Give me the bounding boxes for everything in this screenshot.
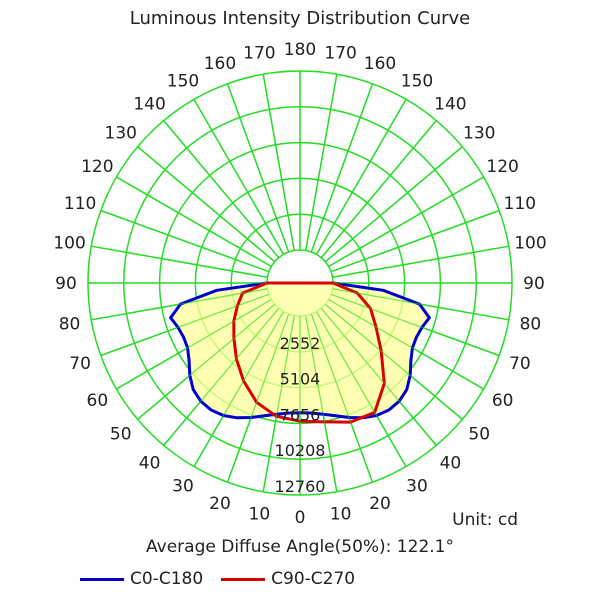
grid-spoke-overlay [262,74,295,251]
angle-label-180: 180 [284,40,316,60]
grid-spoke-overlay [116,176,272,267]
grid-spoke-overlay [100,293,270,356]
angle-label-30: 30 [172,477,194,497]
angle-label-140: 140 [434,95,466,115]
angle-label-70: 70 [509,354,531,374]
grid-spoke-overlay [305,315,338,492]
angle-label-130: 130 [463,124,495,144]
angle-label-30: 30 [406,477,428,497]
angle-label-170: 170 [243,44,275,64]
radial-label-7656: 7656 [280,405,321,424]
radial-label-10208: 10208 [275,441,326,460]
grid-spoke-overlay [100,210,270,273]
grid-spoke-overlay [227,313,290,483]
unit-label: Unit: cd [452,510,518,530]
legend-item-c0-c180: C0-C180 [80,569,203,589]
grid-spoke-overlay [227,83,290,253]
legend-swatch-c90-c270 [221,577,266,581]
angle-label-140: 140 [133,95,165,115]
angle-label-100: 100 [514,233,546,253]
grid-spoke-overlay [310,313,373,483]
angle-label-70: 70 [69,354,91,374]
angle-label-40: 40 [440,453,462,473]
angle-label-120: 120 [81,157,113,177]
grid-spoke-overlay [91,245,268,278]
grid-spoke-overlay [91,288,268,321]
angle-label-160: 160 [204,54,236,74]
grid-spoke-overlay [332,245,509,278]
angle-label-90: 90 [55,274,77,294]
grid-spoke-overlay [116,299,272,390]
angle-label-170: 170 [324,44,356,64]
angle-label-50: 50 [468,424,490,444]
angle-label-40: 40 [139,453,161,473]
grid-spoke-overlay [193,99,284,255]
grid-spoke-overlay [320,307,437,446]
angle-label-10: 10 [249,504,271,524]
grid-spoke-overlay [330,210,500,273]
angle-label-20: 20 [209,494,231,514]
grid-spoke-overlay [163,120,280,259]
angle-label-120: 120 [486,157,518,177]
angle-label-60: 60 [492,391,514,411]
radial-label-2552: 2552 [280,334,321,353]
average-diffuse-angle: Average Diffuse Angle(50%): 122.1° [146,537,454,557]
legend-label-c0-c180: C0-C180 [130,569,204,589]
series-curve-c90-c270 [232,281,386,424]
grid-spoke-overlay [262,315,295,492]
angle-label-110: 110 [504,194,536,214]
grid-spoke-overlay [137,303,276,420]
angle-label-0: 0 [295,508,306,528]
angle-label-50: 50 [110,424,132,444]
angle-label-20: 20 [369,494,391,514]
angle-label-150: 150 [401,71,433,91]
legend: C0-C180 C90-C270 [80,567,373,591]
grid-spoke-overlay [193,311,284,467]
grid-spoke-overlay [137,146,276,263]
grid-spoke-overlay [316,99,407,255]
angle-label-110: 110 [64,194,96,214]
legend-item-c90-c270: C90-C270 [221,569,355,589]
grid-spoke-overlay [328,299,484,390]
legend-swatch-c0-c180 [80,577,124,581]
angle-label-130: 130 [105,124,137,144]
grid-spoke-overlay [305,74,338,251]
radial-label-12760: 12760 [275,477,326,496]
grid-spoke-overlay [320,120,437,259]
grid-spoke-overlay [163,307,280,446]
legend-label-c90-c270: C90-C270 [271,569,356,589]
grid-spoke-overlay [328,176,484,267]
angle-label-160: 160 [364,54,396,74]
grid-spoke-overlay [330,293,500,356]
grid-spoke-overlay [310,83,373,253]
grid-spoke-overlay [324,303,463,420]
grid-spoke-overlay [316,311,407,467]
angle-label-100: 100 [53,233,85,253]
chart-title: Luminous Intensity Distribution Curve [129,8,471,29]
angle-label-90: 90 [523,274,545,294]
angle-label-80: 80 [59,315,81,335]
radial-label-5104: 5104 [280,370,321,389]
angle-label-10: 10 [330,504,352,524]
grid-spoke-overlay [332,288,509,321]
angle-label-150: 150 [167,71,199,91]
angle-label-80: 80 [520,315,542,335]
angle-label-60: 60 [87,391,109,411]
grid-spoke-overlay [324,146,463,263]
